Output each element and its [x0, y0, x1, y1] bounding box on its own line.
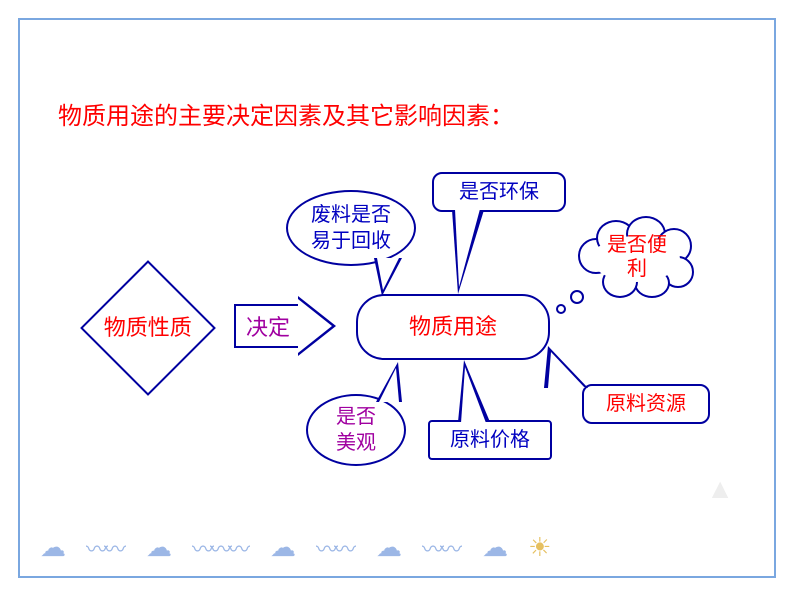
bubble-convenient-puff1: [570, 290, 584, 304]
bubble-resource-pointer-fill: [548, 352, 585, 388]
bubble-env-label: 是否环保: [459, 179, 539, 205]
arrow-determines-label: 决定: [246, 310, 290, 342]
deco-sun-icon: ☀︎: [528, 533, 547, 563]
node-material-use: 物质用途: [356, 294, 550, 360]
deco-cloud-icon: ☁︎: [376, 533, 398, 563]
bubble-convenient-puff2: [556, 304, 566, 314]
node-material-property-label: 物质性质: [104, 314, 192, 343]
bubble-convenient: 是否便 利: [582, 222, 692, 292]
bubble-price-pointer-fill: [461, 367, 486, 423]
deco-scribble-icon: 〰〰〰: [192, 532, 246, 564]
decorative-clouds: ☁︎ 〰〰 ☁︎ 〰〰〰 ☁︎ 〰〰 ☁︎ 〰〰 ☁︎ ☀︎: [40, 530, 750, 566]
bubble-beauty-label: 是否 美观: [336, 404, 376, 456]
deco-cloud-icon: ☁︎: [40, 533, 62, 563]
deco-scribble-icon: 〰〰: [316, 532, 352, 564]
deco-scribble-icon: 〰〰: [422, 532, 458, 564]
deco-cloud-icon: ☁︎: [482, 533, 504, 563]
bubble-recycle-label: 废料是否 易于回收: [311, 202, 391, 254]
bubble-price: 原料价格: [428, 420, 552, 460]
bubble-env: 是否环保: [432, 172, 566, 212]
bubble-resource-label: 原料资源: [606, 391, 686, 417]
bubble-convenient-label: 是否便 利: [607, 233, 667, 281]
node-material-use-label: 物质用途: [409, 313, 497, 342]
bubble-beauty-pointer-fill: [379, 368, 399, 402]
arrow-determines: 决定: [234, 304, 300, 348]
deco-cloud-icon: ☁︎: [270, 533, 292, 563]
bubble-recycle: 废料是否 易于回收: [286, 190, 416, 266]
page-title: 物质用途的主要决定因素及其它影响因素：: [58, 96, 514, 131]
watermark: ▲: [706, 474, 734, 506]
deco-scribble-icon: 〰〰: [86, 532, 122, 564]
bubble-env-pointer-fill: [455, 209, 480, 287]
deco-cloud-icon: ☁︎: [146, 533, 168, 563]
bubble-price-label: 原料价格: [450, 427, 530, 453]
bubble-recycle-pointer-fill: [377, 258, 399, 290]
arrow-determines-head: [298, 296, 336, 356]
bubble-beauty: 是否 美观: [306, 394, 406, 466]
bubble-resource: 原料资源: [582, 384, 710, 424]
